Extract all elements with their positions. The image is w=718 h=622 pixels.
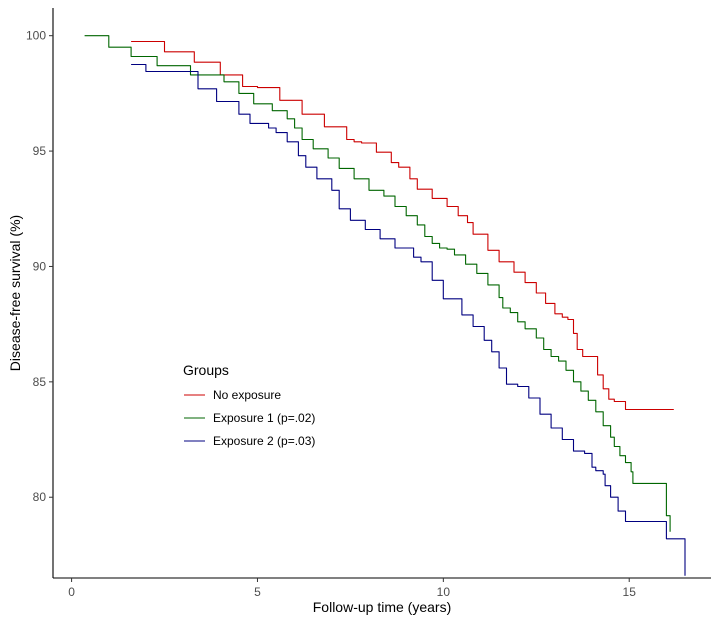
- legend-label-exposure-2: Exposure 2 (p=.03): [213, 434, 315, 448]
- x-tick-label: 5: [254, 585, 261, 599]
- legend-label-no-exposure: No exposure: [213, 388, 281, 402]
- series-line-1: [131, 40, 674, 411]
- legend-item-exposure-1: Exposure 1 (p=.02): [184, 411, 315, 425]
- y-tick-label: 80: [33, 490, 47, 504]
- axes: [52, 8, 711, 579]
- y-axis-title: Disease-free survival (%): [7, 215, 23, 371]
- ticks: 0 5 10 15 80 85 90 95 100: [26, 29, 636, 599]
- x-tick-label: 10: [437, 585, 451, 599]
- series-line-2: [84, 35, 671, 532]
- y-tick-label: 100: [26, 29, 46, 43]
- legend-item-exposure-2: Exposure 2 (p=.03): [184, 434, 315, 448]
- x-axis-title: Follow-up time (years): [313, 599, 451, 615]
- legend-item-no-exposure: No exposure: [184, 388, 281, 402]
- legend-title: Groups: [183, 362, 229, 378]
- series-layer: [84, 35, 686, 576]
- y-tick-label: 90: [33, 259, 47, 273]
- series-line-3: [131, 63, 686, 576]
- legend: Groups No exposure Exposure 1 (p=.02) Ex…: [183, 362, 315, 448]
- legend-label-exposure-1: Exposure 1 (p=.02): [213, 411, 315, 425]
- y-tick-label: 95: [33, 144, 47, 158]
- y-tick-label: 85: [33, 375, 47, 389]
- x-tick-label: 15: [623, 585, 637, 599]
- x-tick-label: 0: [68, 585, 75, 599]
